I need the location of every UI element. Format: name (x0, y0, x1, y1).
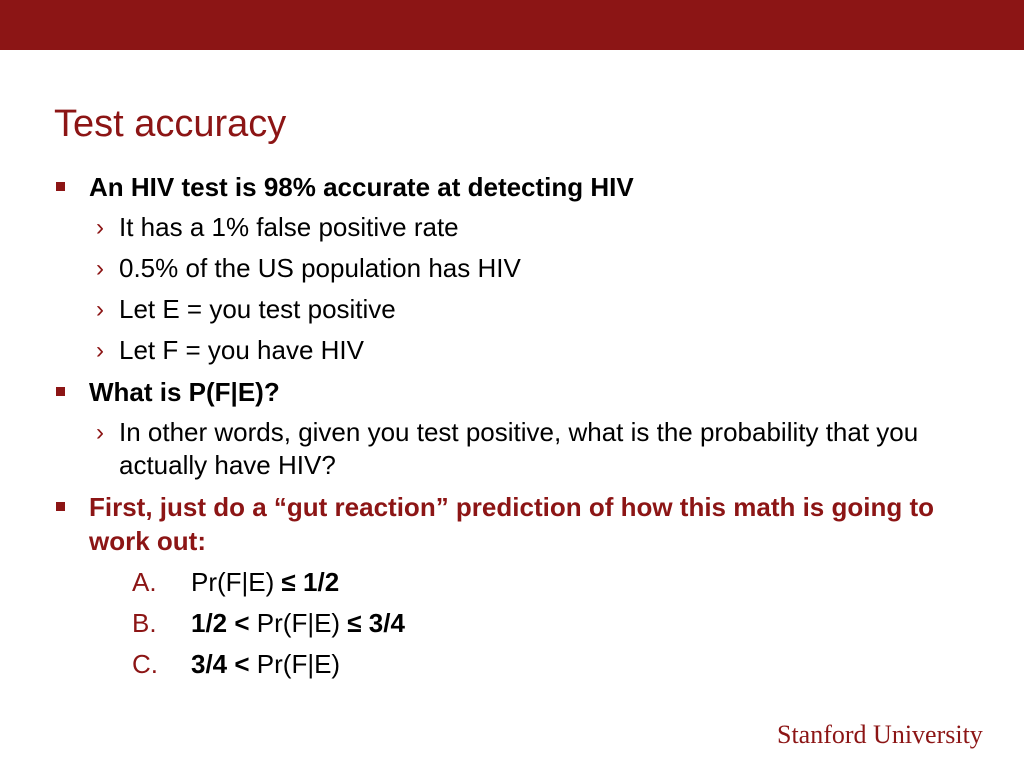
sub-bullet-text: In other words, given you test positive,… (119, 417, 919, 480)
bullet-item: An HIV test is 98% accurate at detecting… (54, 170, 974, 204)
slide-content: An HIV test is 98% accurate at detecting… (54, 170, 974, 688)
sub-bullet-item: › 0.5% of the US population has HIV (54, 252, 969, 285)
bullet-item: What is P(F|E)? (54, 375, 974, 409)
sub-bullet-item: › In other words, given you test positiv… (54, 416, 969, 482)
bullet-text: What is P(F|E)? (89, 377, 280, 407)
sub-bullet-text: Let E = you test positive (119, 294, 396, 324)
bullet-text: First, just do a “gut reaction” predicti… (89, 492, 934, 556)
option-bound: ≤ 3/4 (347, 608, 405, 638)
sub-bullet-item: › Let F = you have HIV (54, 334, 969, 367)
square-bullet-icon (56, 182, 65, 191)
option-bound: ≤ 1/2 (281, 567, 340, 597)
answer-option-a: A. Pr(F|E) ≤ 1/2 (54, 565, 974, 599)
answer-option-b: B. 1/2 < Pr(F|E) ≤ 3/4 (54, 606, 974, 640)
sub-bullet-item: › It has a 1% false positive rate (54, 211, 969, 244)
answer-option-c: C. 3/4 < Pr(F|E) (54, 647, 974, 681)
bullet-text: An HIV test is 98% accurate at detecting… (89, 172, 634, 202)
sub-bullet-item: › Let E = you test positive (54, 293, 969, 326)
chevron-right-icon: › (96, 255, 104, 282)
chevron-right-icon: › (96, 419, 104, 446)
stanford-logo: Stanford University (777, 720, 983, 749)
sub-bullet-text: 0.5% of the US population has HIV (119, 253, 521, 283)
header-bar (0, 0, 1024, 50)
option-letter: B. (132, 608, 157, 638)
option-prefix: 3/4 < (191, 649, 257, 679)
chevron-right-icon: › (96, 214, 104, 241)
bullet-item-highlight: First, just do a “gut reaction” predicti… (54, 490, 974, 558)
option-expression: Pr(F|E) (191, 567, 282, 597)
sub-bullet-text: Let F = you have HIV (119, 335, 364, 365)
option-expression: Pr(F|E) (256, 649, 341, 679)
chevron-right-icon: › (96, 296, 104, 323)
option-prefix: 1/2 < (191, 608, 257, 638)
option-expression: Pr(F|E) (256, 608, 348, 638)
square-bullet-icon (56, 387, 65, 396)
option-letter: C. (132, 649, 158, 679)
sub-bullet-text: It has a 1% false positive rate (119, 212, 459, 242)
option-letter: A. (132, 567, 157, 597)
chevron-right-icon: › (96, 337, 104, 364)
slide-title: Test accuracy (54, 103, 287, 145)
square-bullet-icon (56, 502, 65, 511)
